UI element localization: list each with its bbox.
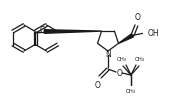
Text: N: N (105, 50, 111, 59)
Text: CH₃: CH₃ (135, 57, 145, 62)
Text: CH₃: CH₃ (117, 57, 127, 62)
Text: OH: OH (147, 29, 159, 38)
Text: CH₃: CH₃ (126, 89, 136, 94)
Text: O: O (117, 68, 122, 78)
Polygon shape (118, 34, 133, 43)
Text: O: O (39, 26, 45, 35)
Text: O: O (135, 13, 140, 22)
Polygon shape (44, 30, 102, 33)
Text: O: O (95, 81, 101, 90)
